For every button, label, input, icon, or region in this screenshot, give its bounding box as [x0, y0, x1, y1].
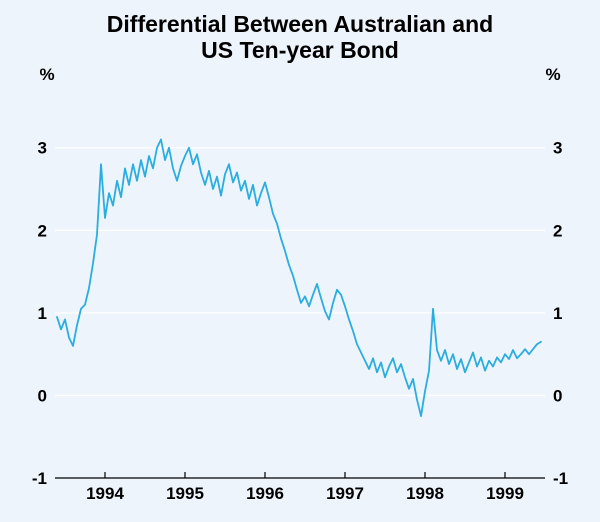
y-tick-label-left: 1: [38, 304, 47, 323]
y-tick-label-left: 3: [38, 139, 47, 158]
tick-labels-layer: -1 -1 0 0 1 1 2 2 3 3 1994 1995 1996 1997 1998 1999: [32, 139, 568, 503]
x-tick-label: 1998: [406, 484, 444, 503]
x-tick-label: 1996: [246, 484, 284, 503]
y-tick-label-right: -1: [553, 469, 568, 488]
chart-title-line1: Differential Between Australian and: [107, 11, 493, 37]
y-axis-unit-left: %: [39, 65, 54, 84]
y-tick-label-right: 0: [553, 386, 562, 405]
y-tick-label-left: -1: [32, 469, 47, 488]
x-tick-label: 1999: [486, 484, 524, 503]
x-tick-label: 1997: [326, 484, 364, 503]
series-layer: [56, 138, 542, 417]
y-axis-unit-right: %: [545, 65, 560, 84]
chart-title-line2: US Ten-year Bond: [201, 37, 399, 63]
series-line: [56, 138, 542, 417]
y-tick-label-right: 3: [553, 139, 562, 158]
x-tick-label: 1994: [86, 484, 124, 503]
y-tick-label-right: 1: [553, 304, 562, 323]
y-tick-label-left: 2: [38, 221, 47, 240]
y-tick-label-left: 0: [38, 386, 47, 405]
y-tick-label-right: 2: [553, 221, 562, 240]
axis-layer: [55, 472, 545, 479]
x-tick-label: 1995: [166, 484, 204, 503]
gridlines-layer: [55, 147, 545, 397]
